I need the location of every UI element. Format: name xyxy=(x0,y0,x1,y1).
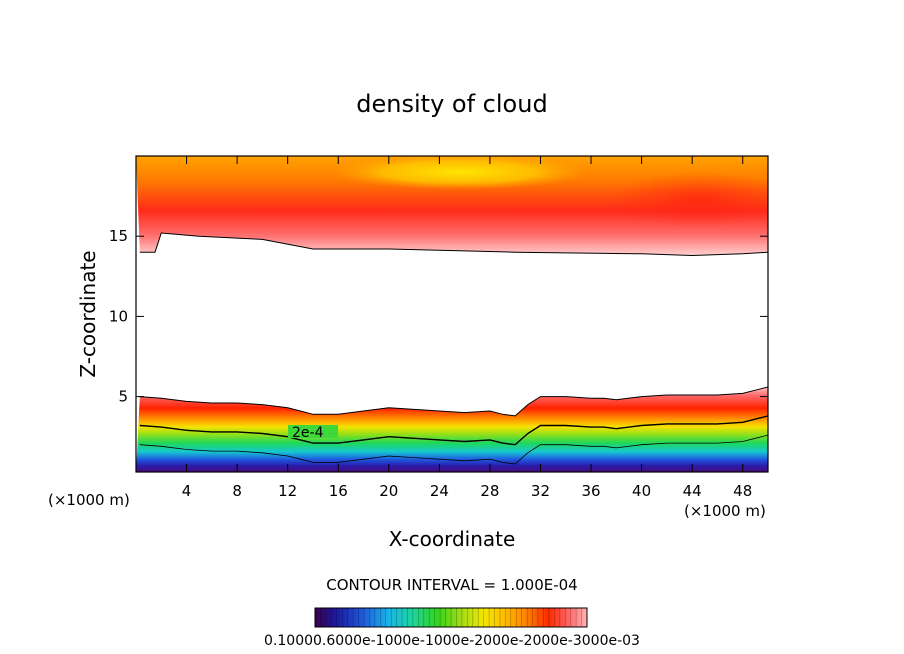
chart-title: density of cloud xyxy=(356,90,547,118)
x-tick-label: 8 xyxy=(232,482,242,500)
x-tick-label: 16 xyxy=(329,482,348,500)
y-tick-label: 5 xyxy=(118,388,128,406)
lower-cloud-layer xyxy=(136,387,768,472)
contour-interval-text: CONTOUR INTERVAL = 1.000E-04 xyxy=(326,576,577,594)
contour-2e-4-line xyxy=(139,415,768,446)
colorbar-frame xyxy=(314,607,588,628)
x-tick-label: 48 xyxy=(733,482,752,500)
contour-label: 2e-4 xyxy=(292,425,324,441)
x-tick-label: 36 xyxy=(581,482,600,500)
x-tick-label: 44 xyxy=(683,482,702,500)
x-tick-label: 40 xyxy=(632,482,651,500)
x-tick-label: 32 xyxy=(531,482,550,500)
plot-frame xyxy=(135,155,769,473)
x-tick-label: 28 xyxy=(480,482,499,500)
contour-label-bg xyxy=(288,425,338,438)
x-unit-right: (×1000 m) xyxy=(684,502,766,520)
x-tick-label: 20 xyxy=(379,482,398,500)
plot-area: 2e-4 xyxy=(136,156,768,472)
upper-cloud-red-core xyxy=(610,172,768,228)
y-tick-label: 15 xyxy=(109,227,128,245)
x-tick-label: 24 xyxy=(430,482,449,500)
upper-cloud-layer xyxy=(136,156,768,256)
x-tick-label: 4 xyxy=(182,482,192,500)
colorbar xyxy=(315,608,587,627)
lower-contour-line xyxy=(139,386,768,417)
y-axis-label: Z-coordinate xyxy=(76,250,100,377)
y-tick-label: 10 xyxy=(109,307,128,325)
upper-cloud-yellow-core xyxy=(330,156,590,190)
colorbar-ticks xyxy=(320,608,582,627)
colorbar-labels: 0.10000.6000e-1000e-1000e-2000e-2000e-30… xyxy=(264,633,640,649)
x-axis-label: X-coordinate xyxy=(389,527,516,551)
x-unit-left: (×1000 m) xyxy=(48,491,130,509)
lower-base-contour-line xyxy=(139,434,768,465)
upper-contour-line xyxy=(139,232,768,257)
x-tick-label: 12 xyxy=(278,482,297,500)
